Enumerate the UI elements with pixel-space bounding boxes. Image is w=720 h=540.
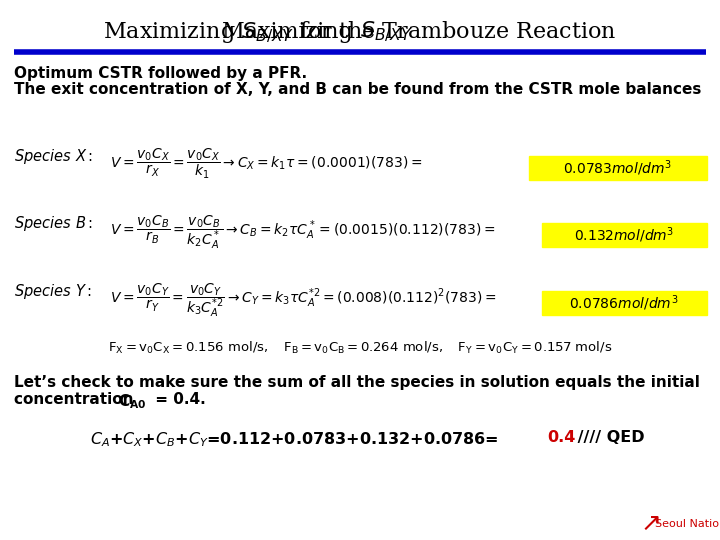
Text: $C_A$+$C_X$+$C_B$+$C_Y$=0.112+0.0783+0.132+0.0786=: $C_A$+$C_X$+$C_B$+$C_Y$=0.112+0.0783+0.1… (90, 430, 499, 449)
Text: concentration: concentration (14, 392, 139, 407)
Text: //// QED: //// QED (572, 430, 644, 445)
FancyBboxPatch shape (542, 223, 707, 247)
Text: = 0.4.: = 0.4. (150, 392, 206, 407)
Text: $\mathrm{F_X = v_0 C_X = 0.156\ mol/s,\quadF_B = v_0 C_B = 0.264\ mol/s,\quadF_Y: $\mathrm{F_X = v_0 C_X = 0.156\ mol/s,\q… (108, 340, 612, 356)
Text: Let’s check to make sure the sum of all the species in solution equals the initi: Let’s check to make sure the sum of all … (14, 375, 700, 390)
Text: Seoul National University: Seoul National University (655, 519, 720, 529)
Text: $\mathit{0.0783mol / dm^3}$: $\mathit{0.0783mol / dm^3}$ (564, 158, 672, 178)
Text: 0.4: 0.4 (547, 430, 575, 445)
Text: Maximizing: Maximizing (222, 21, 360, 43)
Text: $\mathbf{C_{A0}}$: $\mathbf{C_{A0}}$ (118, 392, 146, 411)
Text: $V = \dfrac{v_0 C_Y}{r_Y} = \dfrac{v_0 C_Y}{k_3 C_A^{*2}}\rightarrow C_Y = k_3\t: $V = \dfrac{v_0 C_Y}{r_Y} = \dfrac{v_0 C… (110, 282, 497, 319)
Text: Optimum CSTR followed by a PFR.: Optimum CSTR followed by a PFR. (14, 66, 307, 81)
Text: $\mathit{0.0786mol / dm^3}$: $\mathit{0.0786mol / dm^3}$ (570, 293, 679, 313)
Text: $S_{B/XY}$: $S_{B/XY}$ (360, 20, 413, 44)
Text: Maximizing $S_{B/XY}$ for the Trambouze Reaction: Maximizing $S_{B/XY}$ for the Trambouze … (103, 19, 617, 45)
FancyBboxPatch shape (529, 156, 707, 180)
Text: The exit concentration of X, Y, and B can be found from the CSTR mole balances: The exit concentration of X, Y, and B ca… (14, 82, 701, 97)
Text: $\mathit{Species\ B:}$: $\mathit{Species\ B:}$ (14, 214, 93, 233)
Text: $\mathit{0.132mol / dm^3}$: $\mathit{0.132mol / dm^3}$ (574, 225, 674, 245)
Text: $V = \dfrac{v_0 C_B}{r_B} = \dfrac{v_0 C_B}{k_2 C_A^*}\rightarrow C_B = k_2\tau : $V = \dfrac{v_0 C_B}{r_B} = \dfrac{v_0 C… (110, 214, 495, 251)
FancyBboxPatch shape (542, 291, 707, 315)
Text: $\mathit{Species\ Y:}$: $\mathit{Species\ Y:}$ (14, 282, 92, 301)
Text: $V = \dfrac{v_0 C_X}{r_X} = \dfrac{v_0 C_X}{k_1}\rightarrow C_X = k_1\tau = (0.0: $V = \dfrac{v_0 C_X}{r_X} = \dfrac{v_0 C… (110, 147, 423, 181)
Text: $\mathit{Species\ X:}$: $\mathit{Species\ X:}$ (14, 147, 93, 166)
Text: $\nearrow$: $\nearrow$ (636, 512, 660, 536)
